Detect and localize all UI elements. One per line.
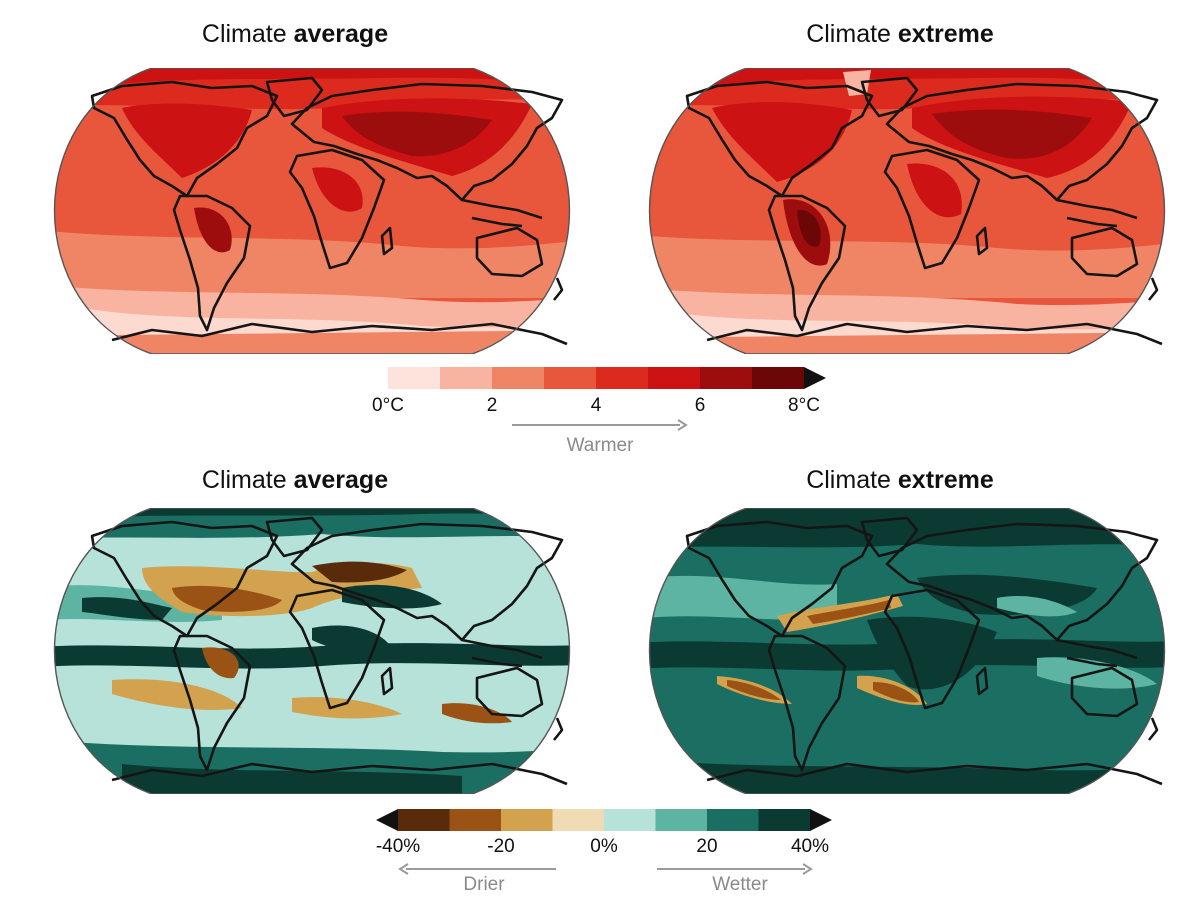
temperature-colorbar — [388, 367, 826, 389]
temp-colorbar-swatch-1 — [440, 367, 492, 389]
precip-tick-1: -20 — [487, 836, 515, 857]
temp-tick-1: 2 — [486, 395, 498, 416]
temp-colorbar-swatch-6 — [700, 367, 752, 389]
temp-colorbar-swatch-4 — [596, 367, 648, 389]
temp-tick-2: 4 — [590, 395, 602, 416]
map-temperature-average — [53, 68, 571, 354]
precip-colorbar-swatch-3 — [552, 809, 605, 831]
precipitation-colorbar — [376, 809, 832, 831]
panel-title-temp-average: Climate average — [201, 20, 389, 48]
temp-colorbar-extend-arrow — [804, 367, 826, 389]
precip-colorbar-swatch-0 — [398, 809, 450, 831]
precip-colorbar-swatch-4 — [604, 809, 656, 831]
panel-title-precip-average: Climate average — [201, 466, 389, 494]
map-precipitation-extreme — [648, 508, 1166, 794]
precip-tick-2: 0% — [590, 836, 618, 857]
precip-tick-3: 20 — [696, 836, 718, 857]
temp-colorbar-swatch-7 — [752, 367, 804, 389]
temp-tick-3: 6 — [694, 395, 706, 416]
temp-colorbar-swatch-3 — [544, 367, 596, 389]
map-precipitation-average — [53, 508, 571, 794]
precip-colorbar-extend-right — [810, 809, 832, 831]
map-temperature-extreme — [648, 68, 1166, 354]
precip-colorbar-swatch-5 — [655, 809, 708, 831]
temp-tick-0: 0°C — [372, 395, 404, 416]
warmer-label: Warmer — [566, 435, 634, 456]
panel-title-precip-extreme: Climate extreme — [806, 466, 994, 494]
precip-colorbar-swatch-1 — [449, 809, 502, 831]
temp-colorbar-swatch-0 — [388, 367, 440, 389]
precip-tick-0: -40% — [375, 836, 421, 857]
drier-arrow — [398, 863, 556, 875]
temp-colorbar-swatch-5 — [648, 367, 700, 389]
precip-colorbar-swatch-7 — [758, 809, 811, 831]
temp-colorbar-swatch-2 — [492, 367, 544, 389]
temp-tick-4: 8°C — [788, 395, 820, 416]
precip-colorbar-swatch-2 — [501, 809, 553, 831]
precip-tick-4: 40% — [790, 836, 830, 857]
precip-colorbar-swatch-6 — [707, 809, 759, 831]
drier-label: Drier — [463, 874, 505, 895]
precip-colorbar-extend-left — [376, 809, 398, 831]
panel-title-temp-extreme: Climate extreme — [806, 20, 994, 48]
wetter-label: Wetter — [712, 874, 768, 895]
wetter-arrow — [657, 863, 813, 875]
warmer-arrow — [512, 419, 688, 431]
